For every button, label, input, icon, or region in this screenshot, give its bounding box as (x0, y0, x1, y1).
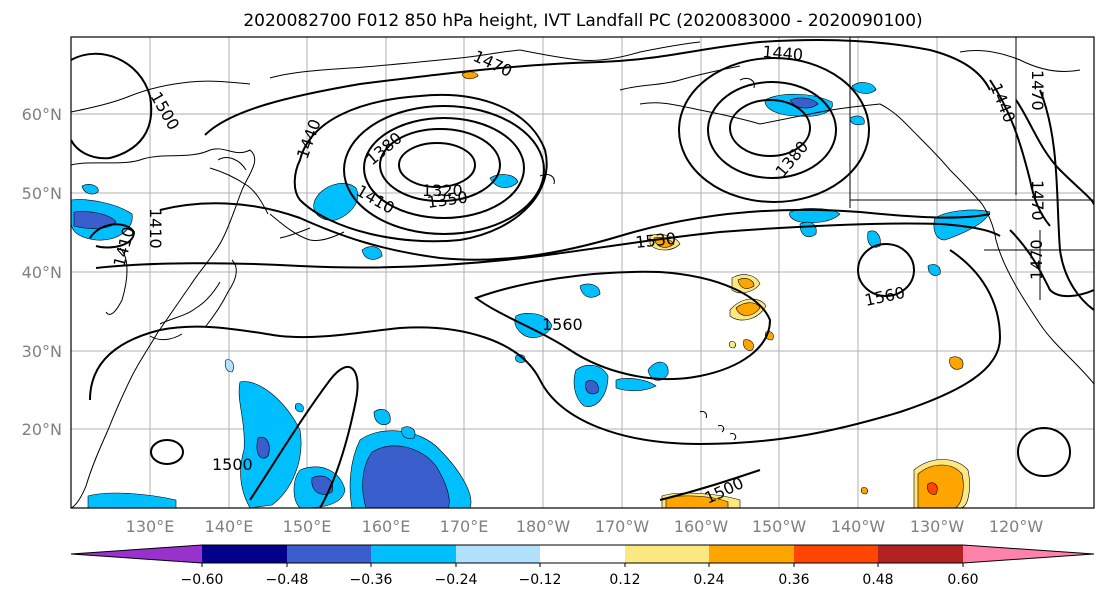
colorbar: −0.60 −0.48 −0.36 −0.24 −0.12 0.12 0.24 … (70, 544, 1095, 588)
colorbar-tick-label: 0.60 (947, 572, 978, 588)
contour-1410-east (707, 81, 837, 179)
contour-1500-small (150, 439, 184, 465)
contour-label: 1320 (422, 181, 463, 200)
colorbar-tick-label: 0.24 (693, 572, 724, 588)
figure-title: 2020082700 F012 850 hPa height, IVT Land… (243, 11, 922, 31)
contour-1560-east (857, 243, 915, 297)
contour-1320 (398, 142, 476, 188)
colorbar-tick-label: −0.36 (350, 572, 393, 588)
lon-label: 160°E (362, 517, 411, 536)
colorbar-bin (794, 545, 878, 563)
colorbar-tick-label: 0.48 (862, 572, 893, 588)
contour-1410-ne (1015, 99, 1094, 206)
colorbar-tick-label: −0.24 (435, 572, 478, 588)
colorbar-tick-label: 0.12 (609, 572, 640, 588)
lon-label: 130°W (910, 517, 965, 536)
contour-1410-west (343, 105, 545, 235)
ivt-negative-areas (71, 82, 991, 508)
colorbar-bin (456, 545, 540, 563)
colorbar-bin (878, 545, 963, 563)
lat-label: 40°N (22, 263, 62, 282)
colorbar-tick-label: −0.60 (181, 572, 224, 588)
colorbar-tick-label: 0.36 (778, 572, 809, 588)
contour-label: 1470 (1028, 70, 1047, 111)
ivt-positive-areas (461, 71, 970, 508)
colorbar-bin (625, 545, 709, 563)
contour-1470-ne-b (1009, 229, 1094, 297)
lat-label: 60°N (22, 105, 62, 124)
contour-1500-east (659, 469, 761, 501)
colorbar-bin (709, 545, 794, 563)
colorbar-tick-label: −0.48 (266, 572, 309, 588)
lat-label: 50°N (22, 184, 62, 203)
contour-1560-center (473, 270, 772, 380)
colorbar-bins (70, 544, 1095, 564)
contour-1440-ne (989, 79, 1051, 227)
latitude-labels: 60°N 50°N 40°N 30°N 20°N (22, 105, 62, 439)
colorbar-tick-label: −0.12 (519, 572, 562, 588)
contour-1440-west (293, 94, 548, 243)
contour-1500-ne (1017, 427, 1071, 477)
colorbar-tick-labels: −0.60 −0.48 −0.36 −0.24 −0.12 0.12 0.24 … (181, 572, 979, 588)
height-contours (71, 39, 1094, 508)
lon-label: 150°W (752, 517, 807, 536)
lon-label: 140°W (831, 517, 886, 536)
colorbar-bin (202, 545, 287, 563)
contour-1440-east (678, 57, 870, 203)
colorbar-bin (287, 545, 371, 563)
lon-label: 180°W (516, 517, 571, 536)
colorbar-ticks (201, 563, 964, 567)
contour-1500-inner (249, 366, 359, 508)
colorbar-bin (540, 545, 625, 563)
lon-label: 150°E (283, 517, 332, 536)
longitude-labels: 130°E 140°E 150°E 160°E 170°E 180°W 170°… (126, 517, 1044, 536)
map-panel: 1500 1470 1440 1440 1440 1410 1380 1380 … (70, 36, 1095, 509)
lat-label: 30°N (22, 342, 62, 361)
lon-label: 160°W (674, 517, 729, 536)
lon-label: 120°W (989, 517, 1044, 536)
contour-label: 1410 (146, 208, 165, 249)
lon-label: 170°W (595, 517, 650, 536)
contour-label: 1440 (762, 42, 804, 64)
colorbar-bin (963, 545, 1094, 563)
contour-label: 1470 (1027, 239, 1046, 280)
contour-label: 1530 (634, 229, 676, 252)
contour-1350 (379, 128, 501, 202)
contour-1380-west (363, 117, 525, 219)
contour-label: 1560 (542, 315, 583, 334)
lon-label: 170°E (440, 517, 489, 536)
colorbar-bin (371, 545, 456, 563)
contour-1410-west-b (89, 223, 136, 249)
contour-1470-main (204, 39, 991, 136)
contour-1470-far-west (71, 52, 153, 160)
contour-label: 1500 (212, 455, 253, 474)
lon-label: 140°E (205, 517, 254, 536)
contour-1500-wide (89, 249, 1002, 446)
colorbar-bin (71, 545, 202, 563)
lon-label: 130°E (126, 517, 175, 536)
contour-1380-east (729, 99, 811, 157)
contour-1530 (95, 222, 1001, 269)
contour-label: 1470 (1028, 180, 1047, 221)
coastlines (71, 37, 1094, 508)
lat-label: 20°N (22, 420, 62, 439)
contour-1470-south (159, 202, 991, 261)
